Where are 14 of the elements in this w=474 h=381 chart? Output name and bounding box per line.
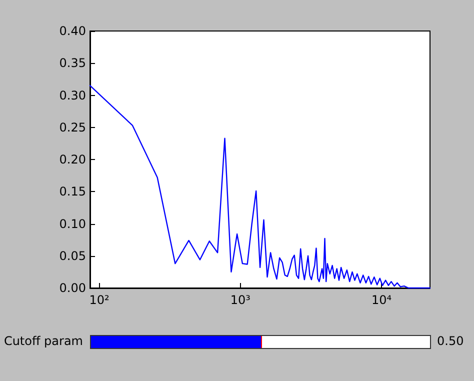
x-tick-label: 10³ — [230, 293, 251, 307]
y-tick-label: 0.10 — [59, 216, 86, 231]
y-tick-label: 0.30 — [59, 88, 86, 102]
y-tick-label: 0.25 — [59, 120, 86, 134]
y-tick-label: 0.05 — [59, 248, 86, 263]
y-tick-label: 0.35 — [59, 56, 86, 70]
y-tick-label: 0.00 — [59, 281, 86, 295]
text: Cutoff param — [4, 334, 83, 348]
text: 0.50 — [437, 334, 464, 348]
y-tick-label: 0.20 — [59, 152, 86, 166]
y-tick-label: 0.40 — [59, 24, 86, 38]
y-tick-label: 0.15 — [59, 184, 86, 199]
x-tick-label: 10² — [89, 293, 110, 307]
x-tick-label: 10⁴ — [371, 293, 392, 307]
